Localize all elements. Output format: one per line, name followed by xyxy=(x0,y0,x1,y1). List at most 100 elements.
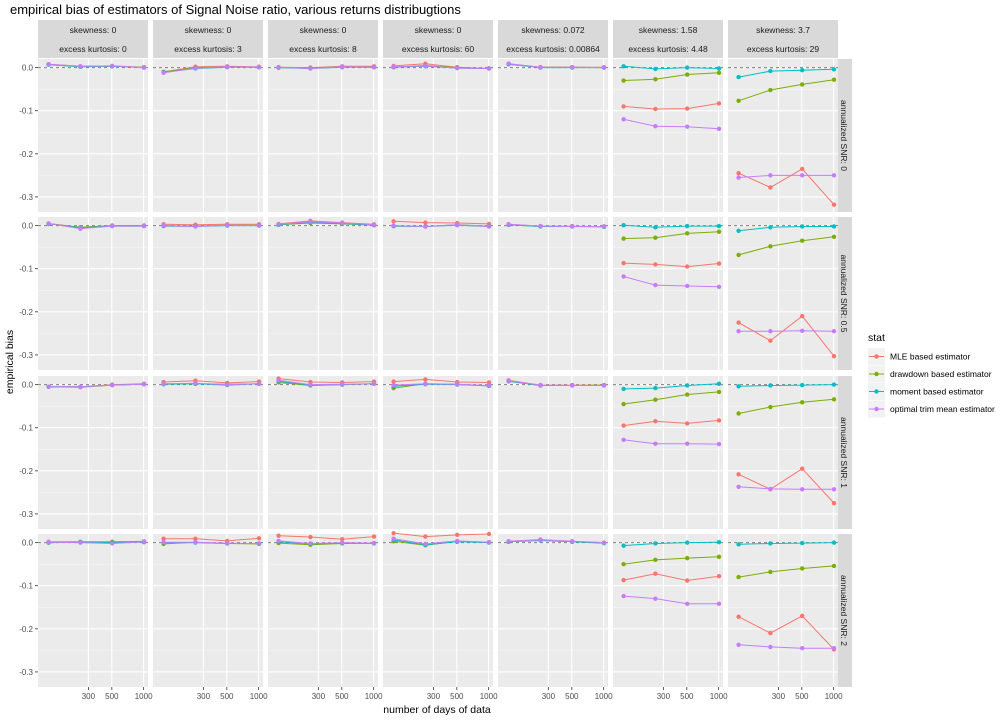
data-point xyxy=(391,382,396,388)
y-tick-label: 0.0 xyxy=(22,381,34,390)
series-line xyxy=(623,595,719,605)
x-tick-label: 300 xyxy=(312,692,326,701)
y-tick-label: -0.1 xyxy=(19,424,33,433)
data-point xyxy=(736,228,741,233)
data-point xyxy=(799,613,805,619)
data-point xyxy=(339,381,345,387)
data-point xyxy=(831,382,837,387)
data-point xyxy=(768,338,773,343)
data-point xyxy=(538,537,543,543)
data-point xyxy=(799,566,805,571)
panel-background xyxy=(38,534,148,687)
data-point xyxy=(109,223,115,229)
data-point xyxy=(716,101,722,106)
series-line xyxy=(508,380,604,386)
row-strip-label: annualized SNR: 2 xyxy=(839,575,849,646)
data-point xyxy=(423,220,428,225)
x-tick-label: 1000 xyxy=(135,692,153,701)
facet-panel xyxy=(268,533,378,687)
data-point xyxy=(454,538,460,544)
series-line xyxy=(623,231,720,239)
data-point xyxy=(308,382,313,387)
row-strip xyxy=(836,59,852,212)
data-point xyxy=(736,472,741,477)
data-point xyxy=(569,539,575,544)
series-line xyxy=(48,541,145,545)
data-point xyxy=(621,577,626,583)
y-tick-label: 0.0 xyxy=(22,222,34,231)
series-line xyxy=(48,63,145,69)
data-point xyxy=(768,329,773,334)
data-point xyxy=(423,534,428,539)
data-point xyxy=(736,614,741,619)
data-point xyxy=(831,354,837,359)
data-point xyxy=(768,383,773,388)
facet-panel xyxy=(268,59,378,212)
panel-background xyxy=(383,534,493,687)
y-tick-label: -0.3 xyxy=(19,668,33,677)
y-tick-label: -0.2 xyxy=(19,467,33,476)
column-strip-kurtosis xyxy=(383,39,493,58)
x-tick-label: 500 xyxy=(680,692,694,701)
data-point xyxy=(684,124,690,129)
facet-panel xyxy=(613,376,723,529)
data-point xyxy=(768,630,773,636)
x-tick-label: 500 xyxy=(795,692,809,701)
x-tick-label: 1000 xyxy=(365,692,383,701)
x-tick-label: 1000 xyxy=(825,692,843,701)
data-point xyxy=(768,173,773,178)
data-point xyxy=(831,67,837,72)
data-point xyxy=(831,563,837,569)
data-point xyxy=(621,260,626,266)
data-point xyxy=(276,222,281,227)
data-point xyxy=(684,72,690,77)
facet-panel xyxy=(38,59,148,212)
data-point xyxy=(308,66,313,71)
y-tick-label: -0.3 xyxy=(19,193,33,202)
data-point xyxy=(308,534,313,540)
series-line xyxy=(278,540,375,545)
data-point xyxy=(621,104,626,109)
data-point xyxy=(193,224,198,229)
panel-background xyxy=(38,217,148,370)
data-point xyxy=(621,423,626,428)
column-strip-kurtosis xyxy=(498,39,608,58)
data-point xyxy=(538,223,543,229)
x-tick-label: 500 xyxy=(335,692,349,701)
data-point xyxy=(716,554,722,560)
data-point xyxy=(621,543,626,548)
legend-entry: moment based estimator xyxy=(868,383,984,400)
data-point xyxy=(46,61,51,67)
series-line xyxy=(393,65,490,69)
series-line xyxy=(623,391,720,405)
series-line xyxy=(278,535,375,540)
y-tick-label: -0.1 xyxy=(19,582,33,591)
x-tick-label: 300 xyxy=(427,692,441,701)
column-strip-kurtosis xyxy=(38,39,148,58)
row-strip-label: annualized SNR: 0.5 xyxy=(839,255,849,333)
data-point xyxy=(716,261,722,266)
data-point xyxy=(256,223,262,228)
data-point xyxy=(736,642,741,647)
panel-background xyxy=(153,534,263,687)
data-point xyxy=(256,536,262,541)
series-line xyxy=(623,65,720,70)
data-point xyxy=(768,68,773,74)
column-strip-kurtosis-label: excess kurtosis: 8 xyxy=(289,44,357,54)
data-point xyxy=(601,224,607,229)
facet-panel xyxy=(728,376,838,529)
data-point xyxy=(831,224,837,229)
data-point xyxy=(716,223,722,229)
column-strip-skewness-label: skewness: 0 xyxy=(185,25,232,35)
series-line xyxy=(393,224,490,228)
panel-background xyxy=(153,376,263,529)
data-point xyxy=(538,64,543,70)
series-line xyxy=(278,66,375,70)
series-line xyxy=(48,383,145,388)
data-point xyxy=(46,384,51,389)
series-line xyxy=(623,72,720,81)
data-point xyxy=(684,421,690,426)
data-point xyxy=(423,224,428,229)
data-point xyxy=(768,644,773,650)
series-line xyxy=(393,220,490,225)
